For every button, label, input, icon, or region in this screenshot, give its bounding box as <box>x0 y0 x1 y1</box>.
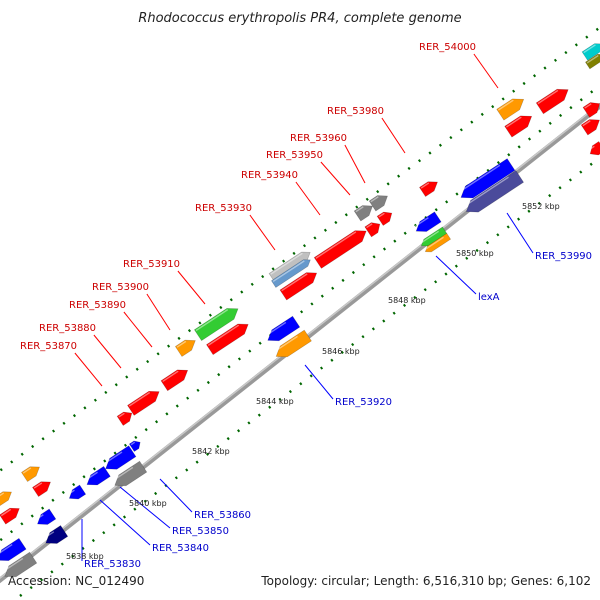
gene-gray-53860b <box>112 460 148 487</box>
label-forward-5: RER_53930 <box>195 203 252 214</box>
label-forward-2: RER_53890 <box>69 300 126 311</box>
leader-forward-6 <box>295 181 321 216</box>
gene-red-edge-b <box>580 119 600 136</box>
gene-features <box>0 43 600 578</box>
scale-ticks: 5838 kbp 5840 kbp 5842 kbp 5844 kbp 5846 kbp… <box>66 202 560 561</box>
gene-blue-53840a <box>35 508 57 525</box>
tick-label-2: 5842 kbp <box>192 447 230 456</box>
label-reverse-3: RER_53860 <box>194 510 251 521</box>
gene-red-far-left <box>0 507 20 525</box>
guide-outer-top <box>0 25 600 473</box>
gene-blue-lexA-a <box>414 211 442 232</box>
gene-gray-53830b <box>2 551 38 578</box>
gene-blue-53860 <box>103 445 137 470</box>
leader-forward-10 <box>473 53 499 89</box>
gene-red-53880 <box>127 390 160 416</box>
leader-forward-8 <box>344 144 366 184</box>
leader-forward-1 <box>93 334 122 369</box>
gene-red-53910b <box>206 323 249 356</box>
gene-labels: RER_53870 RER_53880 RER_53890 RER_53900 RER_… <box>20 42 592 570</box>
label-reverse-4: RER_53920 <box>335 397 392 408</box>
gene-blue-53830 <box>0 537 27 561</box>
gene-red-53870 <box>116 411 133 426</box>
gene-green-lexA <box>420 226 448 247</box>
leader-reverse-4 <box>304 364 334 400</box>
gene-red-54010 <box>535 88 569 115</box>
gene-steelblue-53930 <box>271 259 311 288</box>
leader-forward-4 <box>177 270 206 305</box>
gene-red-53940 <box>313 230 367 269</box>
gene-red-edge-rev <box>588 141 600 156</box>
gene-orange-left <box>21 466 40 482</box>
genome-summary-text: Topology: circular; Length: 6,516,310 bp… <box>261 574 591 588</box>
gene-gray-53960a <box>353 205 373 222</box>
gene-red-left <box>32 481 51 497</box>
gene-red-54000b <box>504 115 533 138</box>
tick-label-7: 5852 kbp <box>522 202 560 211</box>
gene-blue-small <box>128 440 141 452</box>
label-reverse-6: RER_53990 <box>535 251 592 262</box>
leader-reverse-2 <box>119 486 171 529</box>
tick-label-4: 5846 kbp <box>322 347 360 356</box>
gene-red-53890 <box>160 369 189 392</box>
guide-reverse <box>19 155 600 597</box>
leader-forward-3 <box>146 293 171 331</box>
label-forward-8: RER_53960 <box>290 133 347 144</box>
gene-red-53970 <box>376 211 393 226</box>
gene-green-53910 <box>193 308 239 342</box>
leader-reverse-5 <box>435 255 477 295</box>
label-forward-10: RER_54000 <box>419 42 476 53</box>
tick-label-5: 5848 kbp <box>388 296 426 305</box>
label-forward-4: RER_53910 <box>123 259 180 270</box>
tick-label-1: 5840 kbp <box>129 499 167 508</box>
gene-blue-53850a <box>67 484 87 500</box>
leader-forward-9 <box>381 117 406 154</box>
label-reverse-5: lexA <box>478 292 500 303</box>
label-forward-1: RER_53880 <box>39 323 96 334</box>
gene-red-53980 <box>419 181 438 197</box>
label-reverse-0: RER_53830 <box>84 559 141 570</box>
gene-blue-53850 <box>84 465 111 486</box>
gene-orange-54000 <box>496 98 525 121</box>
gene-orange-53900 <box>174 339 196 357</box>
leader-forward-7 <box>320 161 351 196</box>
leader-forward-2 <box>123 311 153 348</box>
label-forward-6: RER_53940 <box>241 170 298 181</box>
map-title: Rhodococcus erythropolis PR4, complete g… <box>138 11 461 26</box>
label-forward-3: RER_53900 <box>92 282 149 293</box>
gene-blue-53920 <box>265 315 301 342</box>
gene-gray-53960b <box>368 195 388 212</box>
label-forward-9: RER_53980 <box>327 106 384 117</box>
leader-reverse-3 <box>159 478 193 513</box>
leader-reverse-1 <box>99 499 151 546</box>
gene-orange-lexA <box>424 232 452 253</box>
tick-label-6: 5850 kbp <box>456 249 494 258</box>
gene-navy-53840 <box>43 525 69 544</box>
gene-red-edge <box>582 102 600 118</box>
gene-red-53950 <box>364 222 381 238</box>
leader-forward-0 <box>74 352 103 387</box>
gene-orange-53920 <box>273 329 312 358</box>
label-leaders <box>74 53 534 561</box>
accession-text: Accession: NC_012490 <box>8 574 145 588</box>
gene-slate-53990 <box>463 170 524 213</box>
tick-label-3: 5844 kbp <box>256 397 294 406</box>
label-reverse-1: RER_53840 <box>152 543 209 554</box>
label-forward-0: RER_53870 <box>20 341 77 352</box>
leader-forward-5 <box>249 214 276 251</box>
leader-reverse-6 <box>506 212 534 254</box>
gene-cyan-edge <box>581 43 600 61</box>
gene-red-53930b <box>279 272 318 301</box>
label-forward-7: RER_53950 <box>266 150 323 161</box>
label-reverse-2: RER_53850 <box>172 526 229 537</box>
tick-label-0: 5838 kbp <box>66 552 104 561</box>
gene-orange-far-left <box>0 491 12 507</box>
gene-blue-53990 <box>458 158 516 199</box>
